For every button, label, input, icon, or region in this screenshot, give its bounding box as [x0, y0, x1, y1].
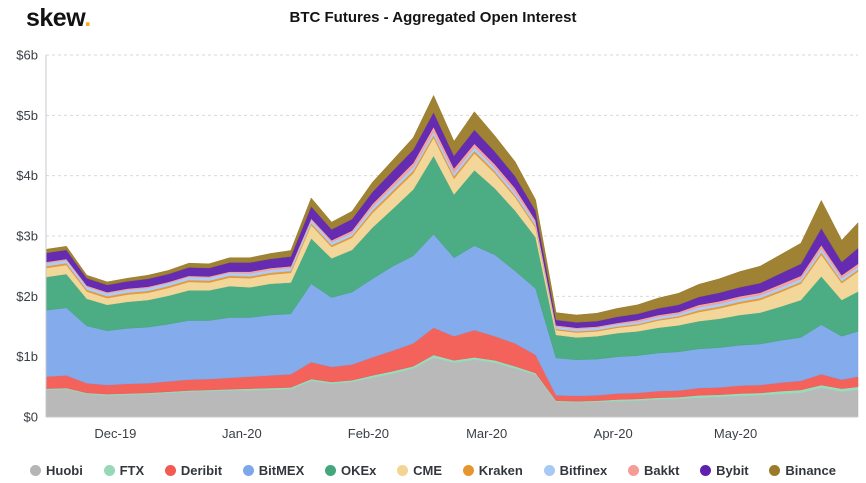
- legend-item-ftx[interactable]: FTX: [103, 463, 145, 478]
- legend-label: Bitfinex: [559, 463, 608, 478]
- legend-item-okex[interactable]: OKEx: [325, 463, 376, 478]
- x-axis-tick-label: Apr-20: [594, 426, 633, 440]
- legend-item-kraken[interactable]: Kraken: [462, 463, 523, 478]
- legend-item-bakkt[interactable]: Bakkt: [627, 463, 680, 478]
- x-axis-tick-label: Jan-20: [222, 426, 262, 440]
- legend-swatch-kraken-icon: [462, 465, 474, 476]
- area-binance: [45, 94, 859, 323]
- y-axis-tick-label: $0: [24, 410, 38, 425]
- legend-swatch-bitfinex-icon: [543, 465, 555, 476]
- y-axis-tick-label: $5b: [16, 108, 38, 123]
- legend-item-cme[interactable]: CME: [397, 463, 442, 478]
- legend-swatch-bakkt-icon: [627, 465, 639, 476]
- legend-item-huobi[interactable]: Huobi: [30, 463, 83, 478]
- x-axis-tick-label: Dec-19: [94, 426, 136, 440]
- y-axis-tick-label: $6b: [16, 48, 38, 63]
- legend-item-bitmex[interactable]: BitMEX: [242, 463, 305, 478]
- legend-swatch-cme-icon: [397, 465, 409, 476]
- y-axis-tick-label: $4b: [16, 168, 38, 183]
- legend-label: OKEx: [341, 463, 377, 478]
- chart-area[interactable]: $0 $1b $2b $3b $4b $5b $6b Dec-19 Jan-20 Feb-20 Ma…: [0, 38, 866, 440]
- skew-logo[interactable]: skew.: [26, 4, 91, 33]
- x-axis-tick-label: Feb-20: [348, 426, 389, 440]
- legend-item-binance[interactable]: Binance: [769, 463, 836, 478]
- y-axis-tick-label: $1b: [16, 349, 38, 364]
- legend-swatch-binance-icon: [769, 465, 781, 476]
- legend-item-bybit[interactable]: Bybit: [700, 463, 749, 478]
- legend-label: Binance: [785, 463, 836, 478]
- legend-label: FTX: [119, 463, 145, 478]
- legend-label: BitMEX: [258, 463, 305, 478]
- skew-logo-dot: .: [84, 4, 91, 32]
- skew-logo-text: skew: [26, 4, 85, 32]
- legend-swatch-deribit-icon: [164, 465, 176, 476]
- legend-swatch-ftx-icon: [103, 465, 115, 476]
- x-axis-tick-label: May-20: [714, 426, 757, 440]
- legend-label: Bakkt: [643, 463, 680, 478]
- y-axis-tick-label: $2b: [16, 289, 38, 304]
- legend-label: Deribit: [180, 463, 223, 478]
- legend-label: Kraken: [478, 463, 523, 478]
- legend-label: CME: [413, 463, 443, 478]
- legend-swatch-bybit-icon: [700, 465, 712, 476]
- stacked-area-chart-canvas[interactable]: $0 $1b $2b $3b $4b $5b $6b Dec-19 Jan-20 Feb-20 Ma…: [0, 38, 866, 440]
- chart-title: BTC Futures - Aggregated Open Interest: [289, 9, 577, 26]
- legend-swatch-bitmex-icon: [242, 465, 254, 476]
- legend-label: Bybit: [716, 463, 749, 478]
- legend-label: Huobi: [46, 463, 83, 478]
- legend-item-bitfinex[interactable]: Bitfinex: [543, 463, 608, 478]
- chart-legend: Huobi FTX Deribit BitMEX OKEx CME Kraken Bitfin…: [0, 463, 866, 478]
- legend-swatch-huobi-icon: [30, 465, 41, 476]
- legend-item-deribit[interactable]: Deribit: [164, 463, 223, 478]
- x-axis-tick-label: Mar-20: [466, 426, 507, 440]
- y-axis-tick-label: $3b: [16, 229, 38, 244]
- legend-swatch-okex-icon: [325, 465, 336, 476]
